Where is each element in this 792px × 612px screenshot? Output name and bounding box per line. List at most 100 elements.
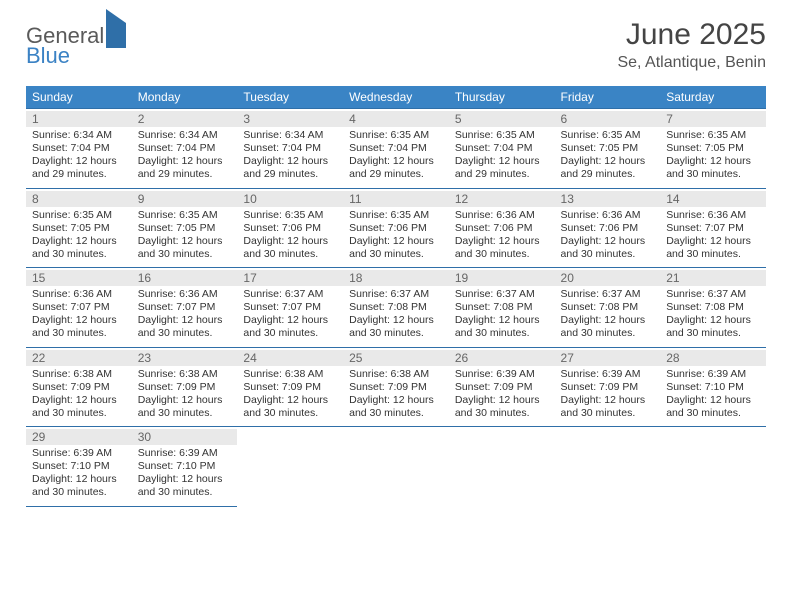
sunrise-text: Sunrise: 6:35 AM bbox=[243, 209, 337, 222]
daylight-text-1: Daylight: 12 hours bbox=[32, 473, 126, 486]
day-number: 9 bbox=[132, 191, 238, 207]
day-cell: 18Sunrise: 6:37 AMSunset: 7:08 PMDayligh… bbox=[343, 268, 449, 348]
sunset-text: Sunset: 7:09 PM bbox=[138, 381, 232, 394]
day-cell: 30Sunrise: 6:39 AMSunset: 7:10 PMDayligh… bbox=[132, 427, 238, 507]
weekday-header-row: Sunday Monday Tuesday Wednesday Thursday… bbox=[26, 86, 766, 109]
day-cell bbox=[660, 427, 766, 507]
day-info: Sunrise: 6:36 AMSunset: 7:07 PMDaylight:… bbox=[138, 288, 232, 341]
logo-line2: Blue bbox=[26, 43, 70, 68]
day-info: Sunrise: 6:39 AMSunset: 7:10 PMDaylight:… bbox=[666, 368, 760, 421]
col-friday: Friday bbox=[555, 86, 661, 109]
sunset-text: Sunset: 7:05 PM bbox=[561, 142, 655, 155]
day-info: Sunrise: 6:37 AMSunset: 7:08 PMDaylight:… bbox=[349, 288, 443, 341]
day-cell: 25Sunrise: 6:38 AMSunset: 7:09 PMDayligh… bbox=[343, 347, 449, 427]
day-cell: 1Sunrise: 6:34 AMSunset: 7:04 PMDaylight… bbox=[26, 109, 132, 189]
sunset-text: Sunset: 7:04 PM bbox=[32, 142, 126, 155]
sunset-text: Sunset: 7:09 PM bbox=[455, 381, 549, 394]
day-cell: 5Sunrise: 6:35 AMSunset: 7:04 PMDaylight… bbox=[449, 109, 555, 189]
day-cell: 12Sunrise: 6:36 AMSunset: 7:06 PMDayligh… bbox=[449, 188, 555, 268]
day-info: Sunrise: 6:39 AMSunset: 7:09 PMDaylight:… bbox=[561, 368, 655, 421]
sunset-text: Sunset: 7:08 PM bbox=[666, 301, 760, 314]
day-cell: 28Sunrise: 6:39 AMSunset: 7:10 PMDayligh… bbox=[660, 347, 766, 427]
daylight-text-1: Daylight: 12 hours bbox=[561, 394, 655, 407]
daylight-text-1: Daylight: 12 hours bbox=[138, 314, 232, 327]
sunrise-text: Sunrise: 6:37 AM bbox=[561, 288, 655, 301]
daylight-text-2: and 30 minutes. bbox=[138, 248, 232, 261]
daylight-text-2: and 30 minutes. bbox=[666, 168, 760, 181]
col-thursday: Thursday bbox=[449, 86, 555, 109]
day-cell: 6Sunrise: 6:35 AMSunset: 7:05 PMDaylight… bbox=[555, 109, 661, 189]
sunset-text: Sunset: 7:10 PM bbox=[32, 460, 126, 473]
day-info: Sunrise: 6:34 AMSunset: 7:04 PMDaylight:… bbox=[32, 129, 126, 182]
daylight-text-2: and 30 minutes. bbox=[32, 407, 126, 420]
daylight-text-2: and 30 minutes. bbox=[32, 486, 126, 499]
sunset-text: Sunset: 7:05 PM bbox=[138, 222, 232, 235]
day-cell: 4Sunrise: 6:35 AMSunset: 7:04 PMDaylight… bbox=[343, 109, 449, 189]
sunrise-text: Sunrise: 6:35 AM bbox=[455, 129, 549, 142]
day-info: Sunrise: 6:36 AMSunset: 7:07 PMDaylight:… bbox=[666, 209, 760, 262]
daylight-text-2: and 30 minutes. bbox=[243, 327, 337, 340]
day-info: Sunrise: 6:38 AMSunset: 7:09 PMDaylight:… bbox=[32, 368, 126, 421]
day-cell: 22Sunrise: 6:38 AMSunset: 7:09 PMDayligh… bbox=[26, 347, 132, 427]
sunrise-text: Sunrise: 6:39 AM bbox=[666, 368, 760, 381]
day-number: 16 bbox=[132, 270, 238, 286]
day-number: 8 bbox=[26, 191, 132, 207]
day-cell: 9 Sunrise: 6:35 AMSunset: 7:05 PMDaylight… bbox=[132, 188, 238, 268]
sunrise-text: Sunrise: 6:38 AM bbox=[138, 368, 232, 381]
daylight-text-1: Daylight: 12 hours bbox=[561, 314, 655, 327]
day-cell: 26Sunrise: 6:39 AMSunset: 7:09 PMDayligh… bbox=[449, 347, 555, 427]
day-number: 4 bbox=[343, 111, 449, 127]
daylight-text-2: and 29 minutes. bbox=[455, 168, 549, 181]
day-cell: 24Sunrise: 6:38 AMSunset: 7:09 PMDayligh… bbox=[237, 347, 343, 427]
daylight-text-1: Daylight: 12 hours bbox=[138, 473, 232, 486]
day-cell: 14Sunrise: 6:36 AMSunset: 7:07 PMDayligh… bbox=[660, 188, 766, 268]
title-block: June 2025 Se, Atlantique, Benin bbox=[617, 18, 766, 72]
sunset-text: Sunset: 7:07 PM bbox=[138, 301, 232, 314]
sunrise-text: Sunrise: 6:37 AM bbox=[666, 288, 760, 301]
day-cell: 7Sunrise: 6:35 AMSunset: 7:05 PMDaylight… bbox=[660, 109, 766, 189]
sunrise-text: Sunrise: 6:34 AM bbox=[138, 129, 232, 142]
sunset-text: Sunset: 7:08 PM bbox=[561, 301, 655, 314]
daylight-text-1: Daylight: 12 hours bbox=[455, 155, 549, 168]
day-cell: 13Sunrise: 6:36 AMSunset: 7:06 PMDayligh… bbox=[555, 188, 661, 268]
sunrise-text: Sunrise: 6:35 AM bbox=[666, 129, 760, 142]
day-info: Sunrise: 6:35 AMSunset: 7:06 PMDaylight:… bbox=[349, 209, 443, 262]
day-number: 10 bbox=[237, 191, 343, 207]
sunset-text: Sunset: 7:09 PM bbox=[349, 381, 443, 394]
daylight-text-1: Daylight: 12 hours bbox=[455, 394, 549, 407]
day-cell: 2Sunrise: 6:34 AMSunset: 7:04 PMDaylight… bbox=[132, 109, 238, 189]
daylight-text-2: and 29 minutes. bbox=[32, 168, 126, 181]
day-number: 26 bbox=[449, 350, 555, 366]
daylight-text-1: Daylight: 12 hours bbox=[243, 314, 337, 327]
sunrise-text: Sunrise: 6:36 AM bbox=[455, 209, 549, 222]
daylight-text-1: Daylight: 12 hours bbox=[455, 314, 549, 327]
sunset-text: Sunset: 7:10 PM bbox=[666, 381, 760, 394]
sunset-text: Sunset: 7:07 PM bbox=[32, 301, 126, 314]
daylight-text-2: and 30 minutes. bbox=[666, 407, 760, 420]
col-saturday: Saturday bbox=[660, 86, 766, 109]
daylight-text-1: Daylight: 12 hours bbox=[561, 155, 655, 168]
calendar-table: Sunday Monday Tuesday Wednesday Thursday… bbox=[26, 86, 766, 507]
day-number: 17 bbox=[237, 270, 343, 286]
day-number: 7 bbox=[660, 111, 766, 127]
sunrise-text: Sunrise: 6:37 AM bbox=[349, 288, 443, 301]
sunrise-text: Sunrise: 6:39 AM bbox=[32, 447, 126, 460]
day-cell: 17Sunrise: 6:37 AMSunset: 7:07 PMDayligh… bbox=[237, 268, 343, 348]
daylight-text-2: and 30 minutes. bbox=[243, 407, 337, 420]
day-info: Sunrise: 6:36 AMSunset: 7:06 PMDaylight:… bbox=[455, 209, 549, 262]
day-number: 3 bbox=[237, 111, 343, 127]
day-number: 15 bbox=[26, 270, 132, 286]
sunrise-text: Sunrise: 6:38 AM bbox=[243, 368, 337, 381]
sunset-text: Sunset: 7:04 PM bbox=[455, 142, 549, 155]
day-info: Sunrise: 6:35 AMSunset: 7:05 PMDaylight:… bbox=[138, 209, 232, 262]
daylight-text-1: Daylight: 12 hours bbox=[666, 235, 760, 248]
daylight-text-2: and 29 minutes. bbox=[138, 168, 232, 181]
sunrise-text: Sunrise: 6:34 AM bbox=[32, 129, 126, 142]
sunrise-text: Sunrise: 6:36 AM bbox=[666, 209, 760, 222]
day-info: Sunrise: 6:36 AMSunset: 7:07 PMDaylight:… bbox=[32, 288, 126, 341]
col-wednesday: Wednesday bbox=[343, 86, 449, 109]
sunrise-text: Sunrise: 6:37 AM bbox=[455, 288, 549, 301]
sunrise-text: Sunrise: 6:39 AM bbox=[561, 368, 655, 381]
sunrise-text: Sunrise: 6:35 AM bbox=[138, 209, 232, 222]
daylight-text-1: Daylight: 12 hours bbox=[32, 235, 126, 248]
